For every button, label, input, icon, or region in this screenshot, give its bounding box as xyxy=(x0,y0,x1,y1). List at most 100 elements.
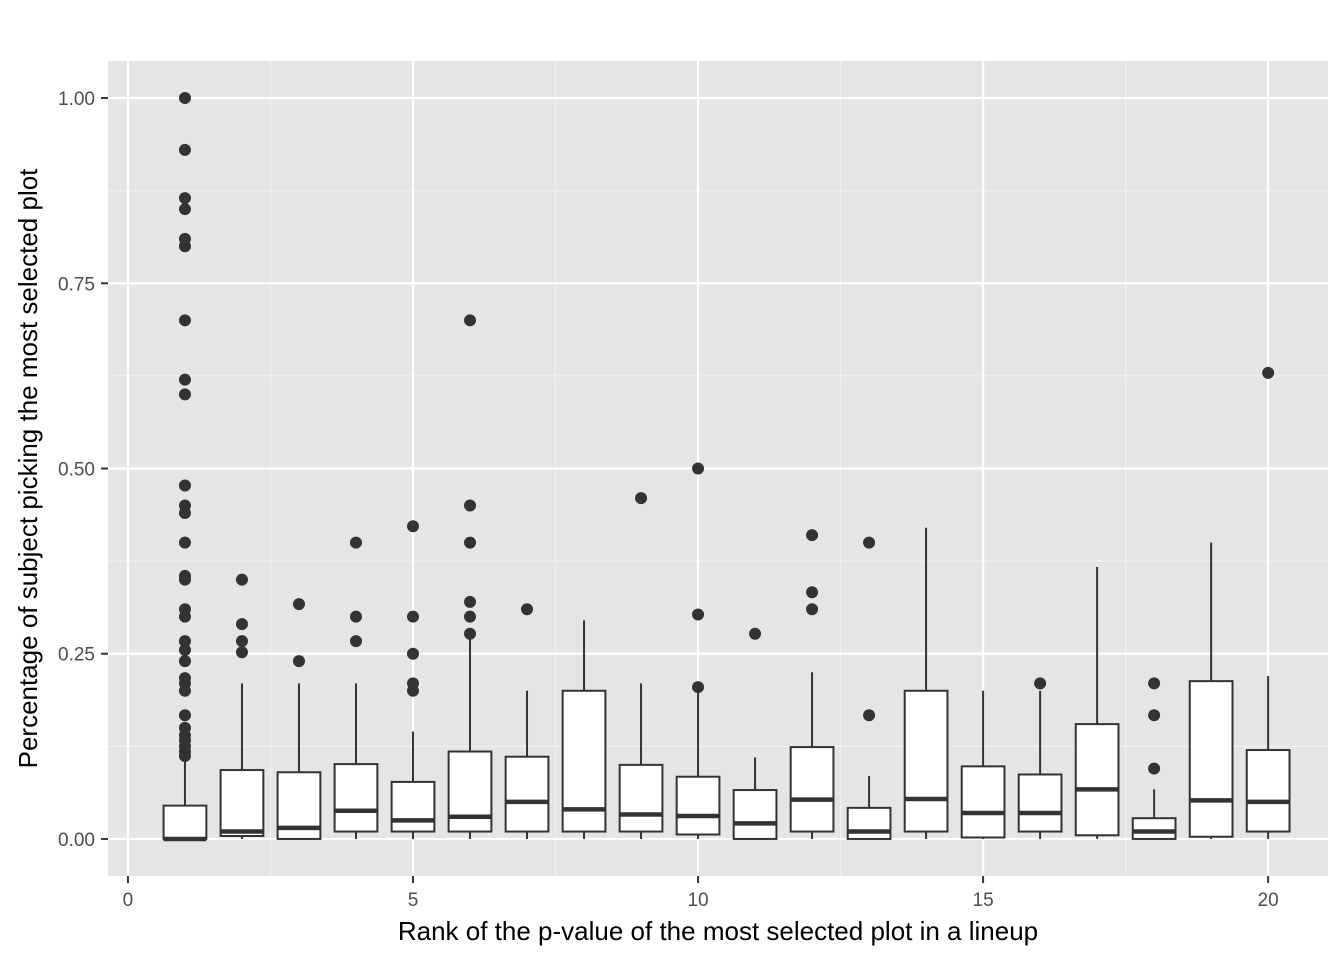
outlier-point xyxy=(235,618,248,631)
outlier-point xyxy=(464,610,477,623)
x-tick-label: 15 xyxy=(973,890,994,911)
box-rank-7 xyxy=(504,603,550,839)
outlier-point xyxy=(178,749,191,762)
box xyxy=(1017,773,1063,833)
outlier-point xyxy=(1148,677,1161,690)
boxes xyxy=(162,92,1291,842)
box-rank-2 xyxy=(219,573,265,839)
outlier-point xyxy=(178,388,191,401)
outlier-point xyxy=(863,536,876,549)
outlier-point xyxy=(635,492,648,505)
box-rank-4 xyxy=(333,536,379,839)
box-rank-11 xyxy=(732,627,778,840)
outlier-point xyxy=(178,479,191,492)
outlier-point xyxy=(692,681,705,694)
box xyxy=(447,750,493,833)
box-rank-9 xyxy=(618,492,664,839)
box xyxy=(903,689,949,833)
outlier-point xyxy=(178,655,191,668)
outlier-point xyxy=(1262,366,1275,379)
outlier-point xyxy=(1148,709,1161,722)
box-rank-15 xyxy=(960,690,1006,839)
outlier-point xyxy=(407,520,419,533)
box-rank-6 xyxy=(447,314,493,839)
outlier-point xyxy=(178,314,191,327)
box-rank-12 xyxy=(789,529,835,839)
outlier-point xyxy=(178,635,191,648)
y-axis-title: Percentage of subject picking the most s… xyxy=(13,168,43,769)
box xyxy=(846,806,892,840)
box-rank-14 xyxy=(903,527,949,839)
outlier-point xyxy=(407,610,419,623)
box xyxy=(1131,817,1177,840)
outlier-point xyxy=(806,529,819,542)
box xyxy=(1188,680,1234,838)
outlier-point xyxy=(178,92,191,105)
outlier-point xyxy=(464,627,477,640)
y-tick-label: 0.50 xyxy=(58,460,95,481)
outlier-point xyxy=(806,586,819,599)
box-rank-1 xyxy=(162,92,208,842)
box xyxy=(789,746,835,833)
outlier-point xyxy=(1034,677,1047,690)
box-rank-16 xyxy=(1017,677,1063,839)
x-axis-title: Rank of the p-value of the most selected… xyxy=(398,916,1038,946)
y-tick-label: 1.00 xyxy=(58,89,95,110)
outlier-point xyxy=(692,608,705,621)
box xyxy=(618,763,664,833)
outlier-point xyxy=(521,603,534,616)
y-axis: 0.00 0.25 0.50 0.75 1.00 xyxy=(58,89,108,851)
x-tick-label: 0 xyxy=(123,890,134,911)
outlier-point xyxy=(292,598,305,611)
outlier-point xyxy=(178,536,191,549)
outlier-point xyxy=(464,536,477,549)
outlier-point xyxy=(407,684,419,697)
outlier-point xyxy=(349,635,362,648)
outlier-point xyxy=(1148,762,1161,775)
box-rank-5 xyxy=(390,520,436,839)
outlier-point xyxy=(178,684,191,697)
x-axis: 0 5 10 15 20 xyxy=(123,876,1279,911)
box xyxy=(219,769,265,837)
outlier-point xyxy=(178,203,191,216)
outlier-point xyxy=(235,646,248,659)
outlier-point xyxy=(178,192,191,205)
box xyxy=(333,763,379,833)
box-rank-20 xyxy=(1245,366,1291,839)
y-tick-label: 0.25 xyxy=(58,645,95,666)
outlier-point xyxy=(178,373,191,386)
box-rank-10 xyxy=(675,462,721,839)
y-tick-label: 0.75 xyxy=(58,274,95,295)
outlier-point xyxy=(863,709,876,722)
box-rank-13 xyxy=(846,536,892,840)
y-tick-label: 0.00 xyxy=(58,830,95,851)
box xyxy=(504,755,550,833)
outlier-point xyxy=(464,314,477,327)
x-tick-label: 5 xyxy=(408,890,419,911)
outlier-point xyxy=(349,536,362,549)
outlier-point xyxy=(178,240,191,253)
outlier-point xyxy=(178,143,191,156)
outlier-point xyxy=(178,573,191,586)
outlier-point xyxy=(178,644,191,657)
outlier-point xyxy=(692,462,705,475)
box xyxy=(960,765,1006,839)
box-rank-17 xyxy=(1074,567,1120,839)
box xyxy=(675,775,721,836)
outlier-point xyxy=(407,647,419,660)
outlier-point xyxy=(349,610,362,623)
outlier-point xyxy=(178,610,191,623)
box xyxy=(162,804,208,840)
box xyxy=(1074,723,1120,837)
outlier-point xyxy=(235,635,248,648)
box xyxy=(390,780,436,833)
outlier-point xyxy=(464,499,477,512)
outlier-point xyxy=(806,603,819,616)
outlier-point xyxy=(749,627,762,640)
box xyxy=(1245,749,1291,833)
x-tick-label: 20 xyxy=(1258,890,1279,911)
outlier-point xyxy=(464,595,477,608)
outlier-point xyxy=(292,655,305,668)
